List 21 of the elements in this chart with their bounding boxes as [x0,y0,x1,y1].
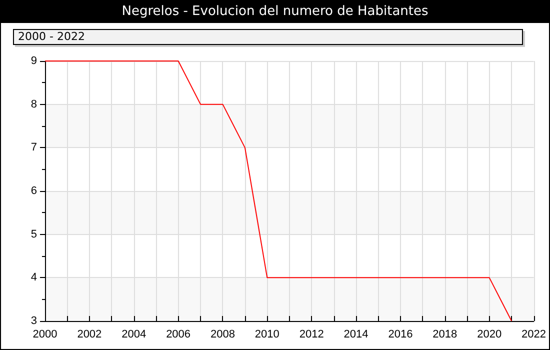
x-tick-label: 2022 [522,328,546,340]
y-tick-label: 4 [30,272,37,284]
x-tick-label: 2016 [388,328,413,340]
y-tick-label: 7 [30,142,37,154]
y-tick-label: 5 [30,228,37,240]
y-tick-label: 3 [30,315,37,327]
text: 2000 - 2022 [13,29,523,45]
x-tick-label: 2012 [299,328,324,340]
x-tick-label: 2010 [254,328,280,340]
x-tick-label: 2018 [432,328,458,340]
x-tick-label: 2004 [122,328,146,340]
chart-title: Negrelos - Evolucion del numero de Habitantes [1,1,549,23]
x-tick-label: 2000 [32,328,58,340]
x-tick-label: 2014 [344,328,368,340]
x-tick-label: 2002 [77,328,102,340]
y-tick-label: 8 [30,98,37,110]
y-tick-label: 9 [30,55,37,67]
x-tick-label: 2006 [166,328,191,340]
y-tick-label: 6 [30,185,37,197]
x-tick-label: 2008 [210,328,235,340]
x-tick-label: 2020 [477,328,502,340]
